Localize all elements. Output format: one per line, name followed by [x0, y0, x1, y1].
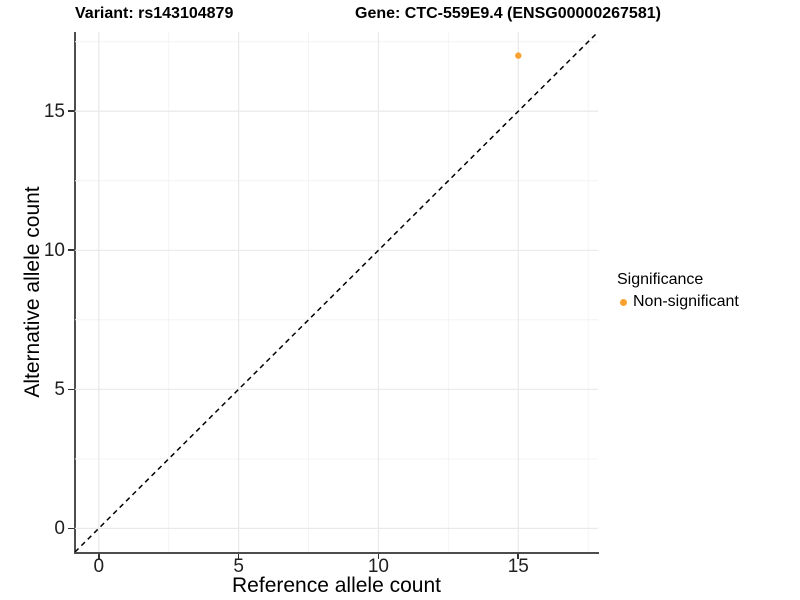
plot-canvas	[75, 32, 598, 552]
y-tick-label: 0	[54, 517, 65, 539]
legend-title: Significance	[617, 271, 704, 288]
x-tick-mark	[517, 554, 520, 559]
x-tick-mark	[97, 554, 100, 559]
identity-reference-line	[75, 32, 598, 552]
y-tick-label: 15	[43, 100, 65, 122]
plot-panel	[75, 32, 598, 552]
variant-title: Variant: rs143104879	[75, 5, 234, 22]
x-tick-label: 0	[93, 556, 105, 577]
y-tick-label: 5	[54, 378, 65, 400]
y-tick-mark	[67, 388, 74, 391]
x-axis-line	[73, 552, 599, 554]
x-tick-label: 15	[507, 556, 529, 577]
x-axis-title: Reference allele count	[232, 574, 441, 597]
x-tick-label: 5	[233, 556, 244, 577]
x-tick-mark	[377, 554, 380, 559]
y-tick-mark	[67, 249, 74, 252]
x-tick-mark	[237, 554, 240, 559]
y-axis-title: Alternative allele count	[21, 186, 44, 398]
legend: Significance Non-significant	[617, 270, 739, 311]
y-axis-line	[73, 32, 76, 554]
gene-title: Gene: CTC-559E9.4 (ENSG00000267581)	[355, 5, 661, 22]
legend-dot-icon	[620, 298, 627, 306]
x-tick-label: 10	[367, 556, 389, 577]
legend-item-label: Non-significant	[633, 293, 739, 310]
y-tick-mark	[67, 527, 74, 530]
data-point	[515, 52, 522, 59]
y-tick-mark	[67, 110, 74, 113]
legend-item: Non-significant	[617, 293, 739, 311]
y-tick-label: 10	[43, 239, 65, 261]
